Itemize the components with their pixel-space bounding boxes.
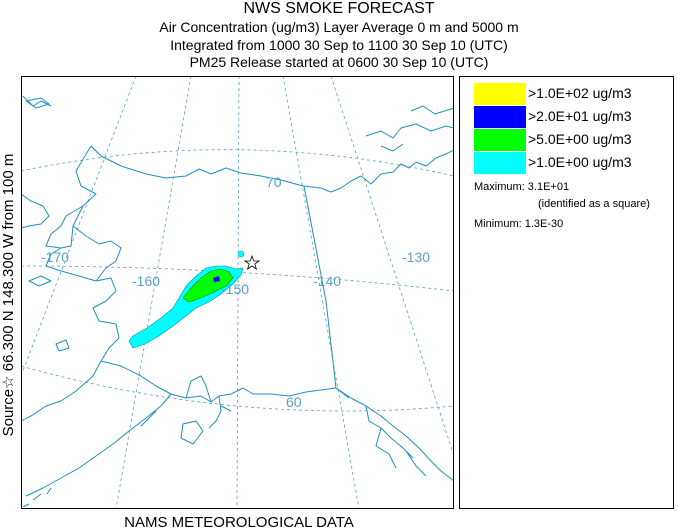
smoke-plume	[128, 250, 245, 349]
canada-border	[303, 185, 350, 399]
alaska-north-coast	[90, 145, 332, 193]
kodiak-island	[180, 420, 204, 445]
cook-inlet-kenai	[185, 375, 232, 429]
map-subtitle-concentration: Air Concentration (ug/m3) Layer Average …	[159, 19, 519, 35]
graticule-label-lon-170: -170	[41, 249, 69, 265]
legend-item-yellow: >1.0E+02 ug/m3	[474, 83, 674, 105]
source-location-label: Source☆ 66.300 N 148.300 W from 100 m	[0, 153, 17, 437]
plume-green-contour	[182, 268, 234, 303]
alaska-west-coast	[22, 145, 120, 422]
legend-maximum-note: (identified as a square)	[538, 198, 650, 210]
arctic-islands	[365, 105, 453, 152]
graticule-lon-140	[282, 77, 360, 508]
legend-maximum: Maximum: 3.1E+01	[474, 181, 570, 193]
graticule-label-lon-160: -160	[132, 273, 160, 289]
source-star-icon	[243, 254, 261, 270]
legend-item-blue: >2.0E+01 ug/m3	[474, 106, 674, 128]
smoke-map: -170 -160 -150 -140 -130 70 60	[21, 76, 454, 509]
alaska-peninsula	[25, 393, 172, 497]
graticule	[22, 77, 453, 508]
graticule-label-lat-70: 70	[266, 174, 282, 190]
graticule-label-lon-150: -150	[221, 281, 249, 297]
nunivak-island	[55, 339, 70, 352]
st-lawrence-island	[28, 275, 52, 287]
coastlines	[22, 95, 453, 508]
graticule-label-lat-60: 60	[286, 394, 302, 410]
aleutian-islands	[22, 487, 52, 508]
alaska-south-coast	[100, 360, 453, 481]
graticule-lat-60	[22, 365, 453, 412]
canada-arctic-coast	[330, 149, 453, 193]
norton-sound	[95, 240, 122, 282]
map-subtitle-release: PM25 Release started at 0600 30 Sep 10 (…	[189, 54, 489, 70]
graticule-label-lon-130: -130	[402, 249, 430, 265]
legend-swatch-green	[474, 129, 526, 151]
legend-label: >5.0E+00 ug/m3	[528, 131, 632, 147]
graticule-lon-150	[236, 77, 240, 508]
graticule-lat-70	[22, 149, 453, 177]
legend-minimum: Minimum: 1.3E-30	[474, 218, 564, 230]
legend-swatch-cyan	[474, 152, 526, 174]
legend: >1.0E+02 ug/m3 >2.0E+01 ug/m3 >5.0E+00 u…	[459, 76, 674, 509]
map-footer: NAMS METEOROLOGICAL DATA	[124, 514, 354, 531]
legend-label: >1.0E+00 ug/m3	[528, 154, 632, 170]
legend-item-green: >5.0E+00 ug/m3	[474, 129, 674, 151]
seward-peninsula	[45, 205, 112, 249]
legend-label: >2.0E+01 ug/m3	[528, 108, 632, 124]
map-title: NWS SMOKE FORECAST	[243, 0, 435, 17]
graticule-lat-65	[22, 265, 453, 292]
legend-item-cyan: >1.0E+00 ug/m3	[474, 152, 674, 174]
wrangel-island	[25, 97, 50, 109]
legend-label: >1.0E+02 ug/m3	[528, 85, 632, 101]
graticule-lon-130	[330, 77, 453, 455]
plume-cyan-patch	[237, 250, 245, 258]
plume-blue-spot	[213, 276, 220, 282]
map-subtitle-integration: Integrated from 1000 30 Sep to 1100 30 S…	[170, 37, 508, 53]
legend-swatch-yellow	[474, 83, 526, 105]
graticule-label-lon-140: -140	[313, 273, 341, 289]
legend-swatch-blue	[474, 106, 526, 128]
graticule-lon-160	[115, 77, 192, 508]
alaska-panhandle	[365, 405, 427, 477]
